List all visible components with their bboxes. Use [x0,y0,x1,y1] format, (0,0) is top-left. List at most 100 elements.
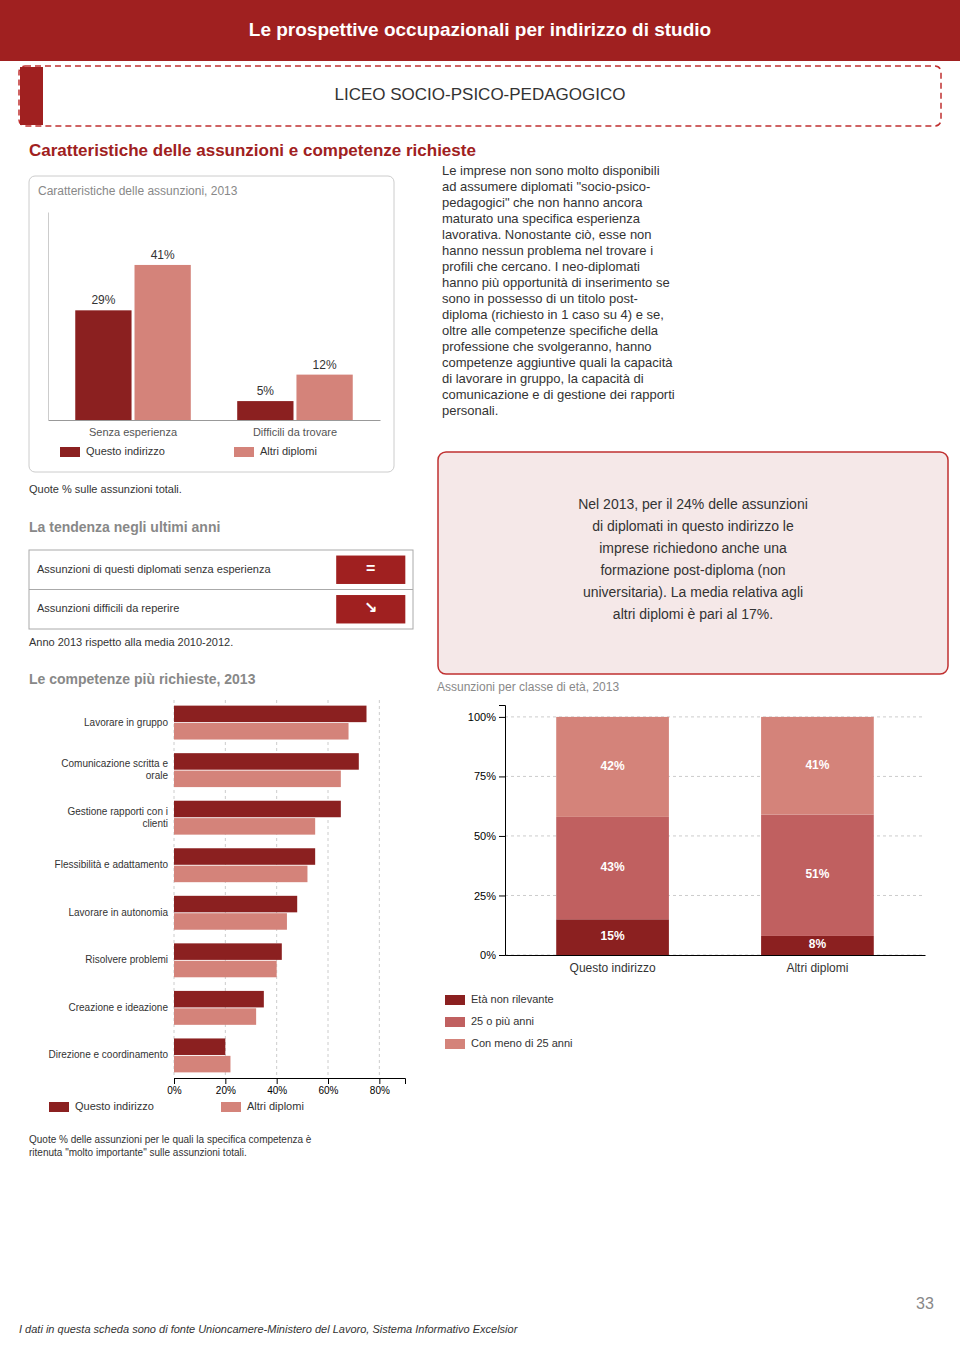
legend-label: Età non rilevante [471,993,554,1005]
section-title: Caratteristiche delle assunzioni e compe… [29,141,476,160]
bar-chart: Caratteristiche delle assunzioni, 201329… [29,176,394,495]
grid-line [379,700,380,1078]
bar [174,1056,230,1073]
trend-row-line: Assunzioni difficili da reperire [37,602,179,614]
body-text-line: lavorativa. Nonostante ciò, esse non [442,227,652,242]
data-label-line: 15% [601,929,625,943]
data-label: 12% [313,358,337,372]
bar [174,801,341,818]
legend-label-line: Questo indirizzo [86,445,165,457]
page: Le prospettive occupazionali per indiriz… [0,0,960,1367]
bar [296,375,352,420]
page-number: 33 [916,1295,934,1312]
legend-label-line: 25 o più anni [471,1015,534,1027]
footer-line: I dati in questa scheda sono di fonte Un… [19,1323,519,1335]
data-label: 15% [601,929,625,943]
y-axis-tick: 50% [474,830,505,842]
body-text-line: competenze aggiuntive quali la capacità [442,355,673,370]
subtitle-accent [20,67,43,125]
legend-label: Altri diplomi [247,1100,304,1112]
bar [174,1038,225,1055]
body-text-line: hanno più opportunità di inserimento se [442,275,670,290]
legend-swatch [234,447,254,457]
category-label-line: Risolvere problemi [85,954,168,965]
category-label-line: clienti [142,817,168,828]
y-axis-tick-label: 75% [474,770,496,782]
trend-symbol-line: ↘ [364,599,377,616]
chart-note: Quote % delle assunzioni per le quali la… [29,1134,312,1158]
x-axis-tick: 60% [318,1078,338,1096]
page-number-line: 33 [916,1295,934,1312]
x-axis-tick-mark [225,1078,226,1084]
x-axis-tick-label: Altri diplomi [786,961,848,975]
data-label: 43% [601,860,625,874]
bar [174,913,287,930]
data-label-line: 42% [601,759,625,773]
subtitle-box [19,66,941,126]
category-label: Creazione e ideazione [68,1002,168,1013]
y-axis-tick: 75% [474,770,505,782]
body-text-line: sono in possesso di un titolo post- [442,291,638,306]
body-text-line: diploma (richiesto in 1 caso su 4) e se, [442,307,664,322]
grid [505,717,925,955]
data-label-line: 41% [151,248,175,262]
trend-title-line: La tendenza negli ultimi anni [29,519,220,535]
category-label: Lavorare in autonomia [68,906,168,917]
body-text-line: hanno nessun problema nel trovare i [442,243,653,258]
bar-segment [761,717,874,815]
x-axis: Senza esperienza Difficili da trovare [49,420,381,438]
category-label: Comunicazione scritta eorale [61,758,168,781]
legend-swatch [60,447,80,457]
data-label: 41% [805,758,829,772]
y-axis-tick-mark [499,776,505,777]
legend-label: Altri diplomi [260,445,317,457]
footer: I dati in questa scheda sono di fonte Un… [19,1323,519,1335]
y-axis-tick-label: 25% [474,889,496,901]
title-line: Le prospettive occupazionali per indiriz… [249,19,711,40]
chart-note-line: Quote % sulle assunzioni totali. [29,483,182,495]
x-axis-tick-label: Difficili da trovare [253,426,337,438]
x-axis-line [49,420,381,421]
legend-label-line: Con meno di 25 anni [471,1037,573,1049]
x-axis-tick-label: Senza esperienza [89,426,178,438]
trend-row-line: Assunzioni di questi diplomati senza esp… [37,563,271,575]
category-label-line: Lavorare in gruppo [84,716,168,727]
legend-label: 25 o più anni [471,1015,534,1027]
data-label-line: 29% [91,293,115,307]
chart-title-line: Assunzioni per classe di età, 2013 [437,680,619,694]
x-axis-tick: Senza esperienza [89,420,178,438]
legend-swatch [445,995,465,1005]
chart-note-line: Quote % delle assunzioni per le quali la… [29,1134,312,1145]
box-text-line: Nel 2013, per il 24% delle assunzioni [578,496,808,512]
bar [135,265,191,420]
trend-table: La tendenza negli ultimi anni Assunzioni … [29,519,413,648]
y-axis: 0%25%50%75%100% [468,706,506,962]
data-label-line: 8% [809,938,827,952]
body-text-line: ad assumere diplomati "socio-psico- [442,179,650,194]
highlight-box [438,452,948,674]
data-label-line: 41% [805,758,829,772]
data-label: 29% [91,293,115,307]
x-axis-tick: Questo indirizzo [570,955,656,975]
x-axis-tick-label: 40% [267,1085,287,1096]
bars [75,265,352,420]
bar [174,961,277,978]
data-label: 5% [257,384,275,398]
x-axis-tick-mark [328,1078,329,1084]
x-axis-tick-label: 60% [318,1085,338,1096]
trend-symbol: = [366,560,375,577]
bar [174,1008,256,1025]
data-label: 41% [151,248,175,262]
legend-label-line: Altri diplomi [260,445,317,457]
x-axis: Questo indirizzo Altri diplomi [506,955,926,975]
bar [174,943,282,960]
body-text-line: professione che svolgeranno, hanno [442,339,652,354]
x-axis-tick-mark [277,1078,278,1084]
x-axis-tick: 40% [267,1078,287,1096]
data-label-line: 43% [601,860,625,874]
trend-symbol: ↘ [364,599,377,616]
chart-title: Assunzioni per classe di età, 2013 [437,680,619,694]
bar [174,706,367,723]
chart-frame [29,176,394,472]
legend-label: Questo indirizzo [75,1100,154,1112]
